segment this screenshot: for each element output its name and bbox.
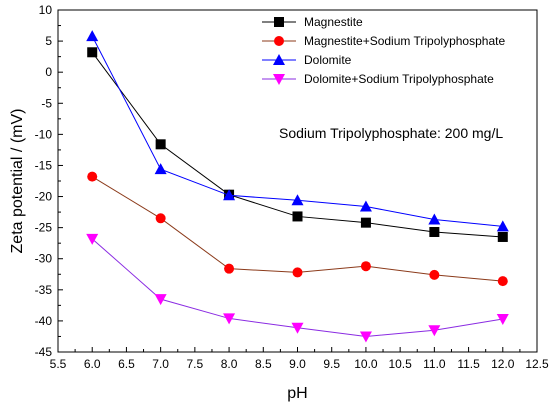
y-axis-title: Zeta potential / (mV) — [9, 109, 26, 254]
legend: Magnestite Magnestite+Sodium Tripolyphosp… — [262, 15, 505, 86]
data-point — [291, 322, 304, 334]
y-tick-label: -30 — [35, 252, 53, 266]
x-tick-label: 7.5 — [187, 357, 204, 371]
data-point — [360, 261, 371, 272]
data-point — [359, 200, 372, 212]
x-axis-ticks: 5.5 6.0 6.5 7.0 7.5 8.0 8.5 9.0 9.5 10.0 10.5 11.0 1… — [50, 347, 549, 371]
y-tick-label: -10 — [35, 127, 53, 141]
data-point — [429, 226, 440, 237]
series-3 — [86, 233, 509, 343]
x-tick-label: 6.0 — [84, 357, 101, 371]
x-tick-label: 9.0 — [289, 357, 306, 371]
data-point — [154, 163, 167, 175]
data-point — [87, 171, 98, 182]
data-point — [223, 313, 236, 325]
series-layer — [86, 30, 509, 343]
data-point — [224, 263, 235, 274]
data-point — [291, 194, 304, 206]
legend-item: Dolomite — [262, 53, 352, 67]
data-point — [497, 231, 508, 242]
x-tick-label: 9.5 — [323, 357, 340, 371]
x-axis-title: pH — [287, 385, 307, 402]
data-point — [87, 47, 98, 58]
data-point — [496, 314, 509, 326]
legend-label: Dolomite — [304, 53, 352, 67]
series-2 — [86, 30, 509, 232]
legend-item: Dolomite+Sodium Tripolyphosphate — [262, 72, 494, 86]
y-tick-label: -15 — [35, 158, 53, 172]
data-point — [155, 213, 166, 224]
y-tick-label: 10 — [39, 3, 53, 17]
data-point — [428, 325, 441, 337]
x-tick-label: 10.0 — [354, 357, 378, 371]
x-tick-label: 11.0 — [423, 357, 446, 371]
y-tick-label: -5 — [41, 96, 52, 110]
y-tick-label: -25 — [35, 221, 53, 235]
data-point — [86, 233, 99, 245]
data-point — [497, 276, 508, 287]
x-tick-label: 8.5 — [255, 357, 272, 371]
x-tick-label: 7.0 — [152, 357, 169, 371]
data-point — [360, 217, 371, 228]
y-tick-label: -40 — [35, 314, 53, 328]
data-point — [155, 139, 166, 150]
x-tick-label: 12.5 — [525, 357, 549, 371]
legend-item: Magnestite — [262, 15, 363, 29]
plot-border — [57, 9, 538, 353]
x-tick-label: 10.5 — [388, 357, 412, 371]
y-tick-label: -20 — [35, 190, 53, 204]
data-point — [223, 189, 236, 201]
series-1 — [87, 171, 508, 287]
x-tick-label: 12.0 — [491, 357, 515, 371]
y-tick-label: 5 — [45, 34, 52, 48]
y-tick-label: -35 — [35, 283, 53, 297]
data-point — [428, 213, 441, 225]
legend-marker — [274, 17, 284, 27]
dosage-annotation: Sodium Tripolyphosphate: 200 mg/L — [279, 125, 503, 141]
plot-frame — [57, 9, 538, 353]
data-point — [86, 30, 99, 42]
y-tick-label: 0 — [45, 65, 52, 79]
data-point — [359, 331, 372, 343]
y-tick-label: -45 — [35, 345, 53, 359]
x-tick-label: 6.5 — [118, 357, 135, 371]
legend-marker — [273, 54, 285, 65]
data-point — [496, 220, 509, 232]
legend-label: Magnestite — [304, 15, 363, 29]
series-line — [91, 176, 503, 282]
data-point — [429, 269, 440, 280]
legend-label: Dolomite+Sodium Tripolyphosphate — [304, 72, 494, 86]
data-point — [154, 294, 167, 306]
data-point — [292, 211, 303, 222]
legend-label: Magnestite+Sodium Tripolyphosphate — [304, 34, 505, 48]
legend-item: Magnestite+Sodium Tripolyphosphate — [262, 34, 505, 48]
x-tick-label: 8.0 — [221, 357, 238, 371]
series-line — [91, 238, 503, 337]
x-tick-label: 5.5 — [50, 357, 67, 371]
legend-marker — [274, 36, 284, 46]
data-point — [292, 267, 303, 278]
y-axis-ticks: 10 5 0 -5 -10 -15 -20 -25 -30 -35 -40 -45 — [35, 3, 63, 359]
legend-marker — [273, 74, 285, 85]
x-tick-label: 11.5 — [457, 357, 480, 371]
